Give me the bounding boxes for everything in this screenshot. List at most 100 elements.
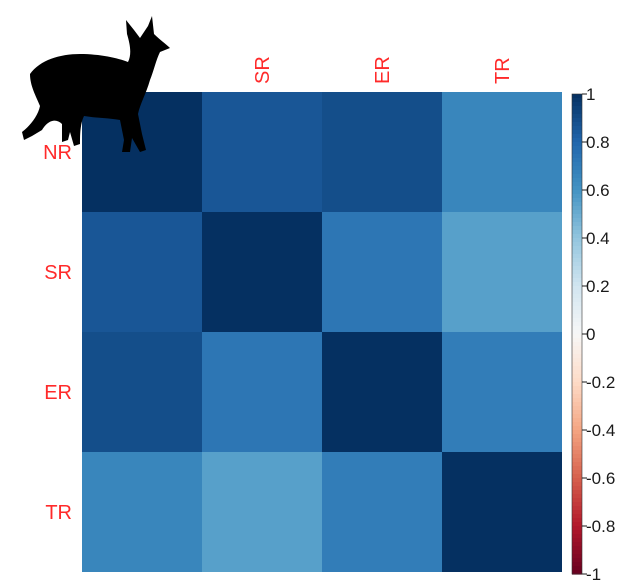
- colorbar-tick-label: 0.8: [586, 133, 610, 152]
- colorbar-segment: [572, 474, 582, 479]
- colorbar-segment: [572, 102, 582, 107]
- colorbar-segment: [572, 498, 582, 503]
- colorbar-segment: [572, 334, 582, 339]
- colorbar-segment: [572, 554, 582, 559]
- colorbar-segment: [572, 202, 582, 207]
- colorbar-segment: [572, 190, 582, 195]
- colorbar-segment: [572, 402, 582, 407]
- colorbar-segment: [572, 530, 582, 535]
- heatmap-cell-er-sr: [202, 332, 322, 452]
- colorbar-segment: [572, 278, 582, 283]
- heatmap-cell-er-er: [322, 332, 442, 452]
- colorbar-segment: [572, 518, 582, 523]
- colorbar-segment: [572, 566, 582, 571]
- colorbar-segment: [572, 450, 582, 455]
- heatmap-cell-nr-sr: [202, 92, 322, 212]
- colorbar-segment: [572, 482, 582, 487]
- colorbar-tick-label: -0.6: [586, 469, 615, 488]
- colorbar-segment: [572, 550, 582, 555]
- colorbar-segment: [572, 254, 582, 259]
- colorbar-segment: [572, 270, 582, 275]
- colorbar-segment: [572, 118, 582, 123]
- colorbar-tick-label: 1: [586, 85, 595, 104]
- colorbar-segment: [572, 466, 582, 471]
- colorbar-tick-label: -0.2: [586, 373, 615, 392]
- colorbar-segment: [572, 222, 582, 227]
- colorbar-segment: [572, 234, 582, 239]
- colorbar-segment: [572, 370, 582, 375]
- colorbar-segment: [572, 266, 582, 271]
- heatmap-cell-tr-tr: [442, 452, 562, 572]
- heatmap-cells: [82, 92, 562, 572]
- y-label-er: ER: [44, 382, 72, 404]
- y-label-sr: SR: [44, 262, 72, 284]
- colorbar-segment: [572, 390, 582, 395]
- colorbar-segment: [572, 146, 582, 151]
- colorbar-segment: [572, 166, 582, 171]
- colorbar-segment: [572, 458, 582, 463]
- colorbar-segment: [572, 178, 582, 183]
- colorbar-segment: [572, 422, 582, 427]
- colorbar-segment: [572, 150, 582, 155]
- colorbar-segment: [572, 426, 582, 431]
- colorbar-segment: [572, 94, 582, 99]
- colorbar-segment: [572, 486, 582, 491]
- colorbar-segment: [572, 238, 582, 243]
- colorbar-segment: [572, 470, 582, 475]
- colorbar-segment: [572, 106, 582, 111]
- colorbar-segment: [572, 558, 582, 563]
- x-label-sr: SR: [252, 56, 274, 84]
- colorbar-segment: [572, 110, 582, 115]
- colorbar-segment: [572, 442, 582, 447]
- y-label-tr: TR: [45, 502, 72, 524]
- colorbar-segment: [572, 174, 582, 179]
- heatmap-cell-sr-tr: [442, 212, 562, 332]
- colorbar-segment: [572, 346, 582, 351]
- colorbar-segment: [572, 290, 582, 295]
- heatmap-cell-er-tr: [442, 332, 562, 452]
- colorbar-segment: [572, 318, 582, 323]
- colorbar-segment: [572, 230, 582, 235]
- colorbar-tick-label: -0.4: [586, 421, 615, 440]
- colorbar-segment: [572, 122, 582, 127]
- colorbar-segment: [572, 338, 582, 343]
- colorbar-segment: [572, 362, 582, 367]
- heatmap-cell-er-nr: [82, 332, 202, 452]
- colorbar-segment: [572, 514, 582, 519]
- colorbar-segment: [572, 526, 582, 531]
- colorbar-segment: [572, 446, 582, 451]
- colorbar-segment: [572, 286, 582, 291]
- colorbar-segment: [572, 538, 582, 543]
- colorbar-segment: [572, 430, 582, 435]
- colorbar-segment: [572, 394, 582, 399]
- colorbar-segment: [572, 210, 582, 215]
- colorbar-segment: [572, 258, 582, 263]
- colorbar-segment: [572, 350, 582, 355]
- heatmap-cell-tr-er: [322, 452, 442, 572]
- colorbar-segment: [572, 398, 582, 403]
- colorbar-segment: [572, 130, 582, 135]
- colorbar-segment: [572, 522, 582, 527]
- colorbar-segment: [572, 154, 582, 159]
- colorbar-tick-label: -0.8: [586, 517, 615, 536]
- colorbar-segment: [572, 310, 582, 315]
- colorbar-segment: [572, 214, 582, 219]
- colorbar-segment: [572, 246, 582, 251]
- colorbar-segment: [572, 418, 582, 423]
- colorbar-segment: [572, 330, 582, 335]
- colorbar-segment: [572, 434, 582, 439]
- colorbar-segment: [572, 462, 582, 467]
- colorbar-segment: [572, 170, 582, 175]
- heatmap-cell-sr-nr: [82, 212, 202, 332]
- colorbar-segment: [572, 406, 582, 411]
- colorbar-segment: [572, 162, 582, 167]
- colorbar-segment: [572, 242, 582, 247]
- colorbar-segment: [572, 354, 582, 359]
- colorbar-segment: [572, 478, 582, 483]
- colorbar-segment: [572, 494, 582, 499]
- colorbar-tick-label: 0.6: [586, 181, 610, 200]
- x-label-tr: TR: [492, 57, 514, 84]
- colorbar-segment: [572, 382, 582, 387]
- colorbar-segment: [572, 126, 582, 131]
- colorbar-segment: [572, 158, 582, 163]
